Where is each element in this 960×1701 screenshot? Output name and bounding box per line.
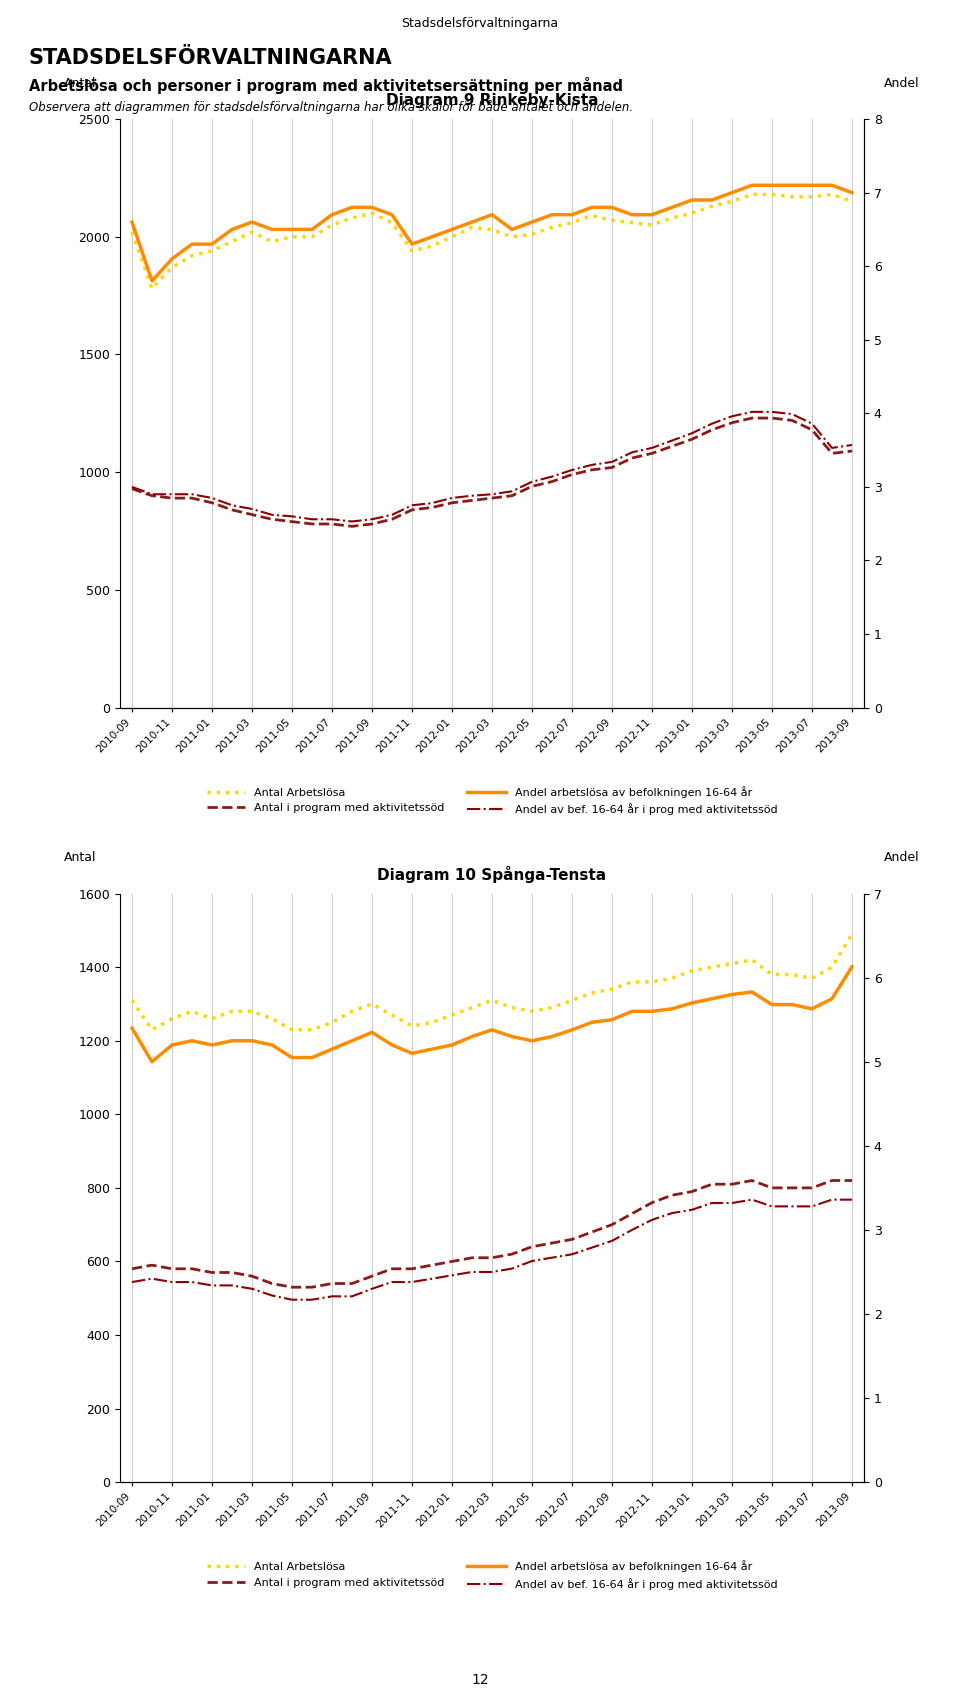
Text: Arbetslösa och personer i program med aktivitetsersättning per månad: Arbetslösa och personer i program med ak… [29, 77, 623, 94]
Text: Stadsdelsförvaltningarna: Stadsdelsförvaltningarna [401, 17, 559, 31]
Title: Diagram 9 Rinkeby-Kista: Diagram 9 Rinkeby-Kista [386, 94, 598, 109]
Title: Diagram 10 Spånga-Tensta: Diagram 10 Spånga-Tensta [377, 866, 607, 883]
Text: Andel: Andel [884, 850, 920, 864]
Legend: Antal Arbetslösa, Antal i program med aktivitetssöd, Andel arbetslösa av befolkn: Antal Arbetslösa, Antal i program med ak… [203, 781, 781, 820]
Text: STADSDELSFÖRVALTNINGARNA: STADSDELSFÖRVALTNINGARNA [29, 48, 393, 68]
Text: 12: 12 [471, 1674, 489, 1687]
Text: Antal: Antal [64, 77, 97, 90]
Text: Andel: Andel [884, 77, 920, 90]
Legend: Antal Arbetslösa, Antal i program med aktivitetssöd, Andel arbetslösa av befolkn: Antal Arbetslösa, Antal i program med ak… [203, 1556, 781, 1594]
Text: Antal: Antal [64, 850, 97, 864]
Text: Observera att diagrammen för stadsdelsförvaltningarna har olika skalor för både : Observera att diagrammen för stadsdelsfö… [29, 100, 633, 114]
